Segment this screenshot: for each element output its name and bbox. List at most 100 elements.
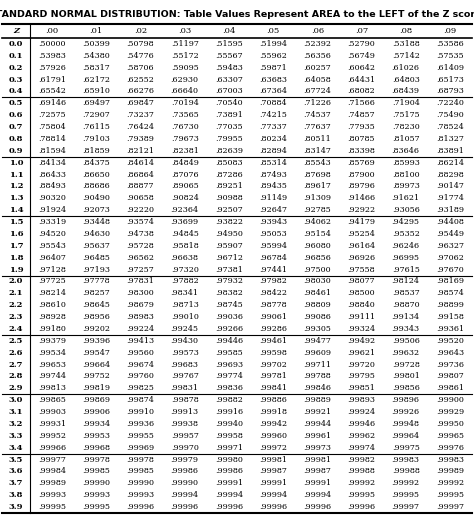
Text: .58317: .58317: [82, 64, 110, 72]
Text: .97982: .97982: [259, 278, 287, 285]
Text: .99983: .99983: [436, 455, 464, 464]
Text: .85993: .85993: [392, 159, 419, 166]
Text: .99968: .99968: [82, 444, 110, 452]
Text: .68082: .68082: [347, 87, 375, 96]
Text: 1.0: 1.0: [9, 159, 23, 166]
Text: .99991: .99991: [259, 479, 287, 488]
Text: 3.8: 3.8: [9, 491, 23, 499]
Text: .99492: .99492: [347, 337, 375, 345]
Text: .79389: .79389: [127, 135, 155, 143]
Text: 3.1: 3.1: [9, 408, 23, 416]
Text: .90988: .90988: [215, 194, 243, 202]
Text: .92922: .92922: [347, 206, 375, 214]
Text: .99795: .99795: [347, 372, 375, 381]
Text: 3.5: 3.5: [9, 455, 23, 464]
Text: 3.0: 3.0: [9, 396, 23, 404]
Text: .99534: .99534: [38, 348, 66, 357]
Text: .82121: .82121: [127, 147, 155, 155]
Text: .90490: .90490: [82, 194, 110, 202]
Text: .90658: .90658: [127, 194, 155, 202]
Text: .99989: .99989: [436, 467, 464, 476]
Text: .99918: .99918: [259, 408, 287, 416]
Text: .99990: .99990: [171, 479, 199, 488]
Text: .65910: .65910: [82, 87, 110, 96]
Text: .99781: .99781: [259, 372, 287, 381]
Text: .83646: .83646: [392, 147, 419, 155]
Text: .50798: .50798: [127, 40, 155, 48]
Text: .98461: .98461: [303, 290, 331, 297]
Text: .99693: .99693: [215, 360, 243, 369]
Text: .99996: .99996: [303, 503, 331, 511]
Text: .99111: .99111: [347, 313, 375, 321]
Text: .65542: .65542: [38, 87, 66, 96]
Text: .90824: .90824: [171, 194, 199, 202]
Text: .99981: .99981: [303, 455, 331, 464]
Text: .56356: .56356: [303, 52, 331, 60]
Text: .98679: .98679: [127, 301, 155, 309]
Text: .55567: .55567: [215, 52, 243, 60]
Text: .61791: .61791: [38, 75, 66, 84]
Text: .92220: .92220: [127, 206, 155, 214]
Text: .99996: .99996: [259, 503, 287, 511]
Text: .99343: .99343: [392, 325, 420, 333]
Text: .97128: .97128: [38, 266, 66, 273]
Text: .61026: .61026: [392, 64, 419, 72]
Text: .98645: .98645: [82, 301, 110, 309]
Text: .99992: .99992: [347, 479, 375, 488]
Text: .99430: .99430: [171, 337, 199, 345]
Text: .99995: .99995: [38, 503, 66, 511]
Text: .99962: .99962: [347, 432, 375, 440]
Text: .84849: .84849: [171, 159, 199, 166]
Text: 0.9: 0.9: [9, 147, 23, 155]
Text: .81057: .81057: [392, 135, 419, 143]
Text: .86650: .86650: [82, 171, 110, 178]
Text: .79103: .79103: [82, 135, 110, 143]
Text: .81859: .81859: [82, 147, 110, 155]
Text: .99996: .99996: [171, 503, 199, 511]
Text: 0.7: 0.7: [9, 123, 23, 131]
Text: .09: .09: [443, 27, 456, 35]
Text: .53188: .53188: [392, 40, 419, 48]
Text: .99992: .99992: [436, 479, 464, 488]
Text: .53586: .53586: [436, 40, 464, 48]
Text: .59871: .59871: [259, 64, 287, 72]
Text: .99224: .99224: [127, 325, 155, 333]
Text: 1.8: 1.8: [9, 254, 23, 262]
Text: .80511: .80511: [303, 135, 331, 143]
Text: .98300: .98300: [127, 290, 155, 297]
Text: .99585: .99585: [215, 348, 243, 357]
Text: .96638: .96638: [171, 254, 199, 262]
Text: .98124: .98124: [392, 278, 419, 285]
Text: .99997: .99997: [392, 503, 419, 511]
Text: 0.5: 0.5: [9, 99, 23, 108]
Text: .99978: .99978: [82, 455, 110, 464]
Text: .07: .07: [355, 27, 368, 35]
Text: .99989: .99989: [38, 479, 66, 488]
Text: .98341: .98341: [171, 290, 199, 297]
Text: .99744: .99744: [38, 372, 66, 381]
Text: .99936: .99936: [127, 420, 155, 428]
Text: .61409: .61409: [436, 64, 464, 72]
Text: .92364: .92364: [171, 206, 199, 214]
Text: .86214: .86214: [436, 159, 464, 166]
Text: .99180: .99180: [38, 325, 66, 333]
Text: .99361: .99361: [436, 325, 464, 333]
Text: .98809: .98809: [303, 301, 331, 309]
Text: .99774: .99774: [215, 372, 243, 381]
Text: 3.9: 3.9: [9, 503, 23, 511]
Text: .99865: .99865: [38, 396, 66, 404]
Text: .99878: .99878: [171, 396, 199, 404]
Text: .99036: .99036: [215, 313, 243, 321]
Text: 2.7: 2.7: [9, 360, 23, 369]
Text: .59483: .59483: [215, 64, 243, 72]
Text: .99202: .99202: [82, 325, 110, 333]
Text: .64058: .64058: [303, 75, 331, 84]
Text: .98928: .98928: [38, 313, 66, 321]
Text: .99702: .99702: [259, 360, 287, 369]
Text: .97831: .97831: [127, 278, 155, 285]
Text: .97500: .97500: [303, 266, 331, 273]
Text: .53983: .53983: [38, 52, 66, 60]
Text: .93189: .93189: [436, 206, 464, 214]
Text: .99957: .99957: [171, 432, 199, 440]
Text: .55962: .55962: [259, 52, 287, 60]
